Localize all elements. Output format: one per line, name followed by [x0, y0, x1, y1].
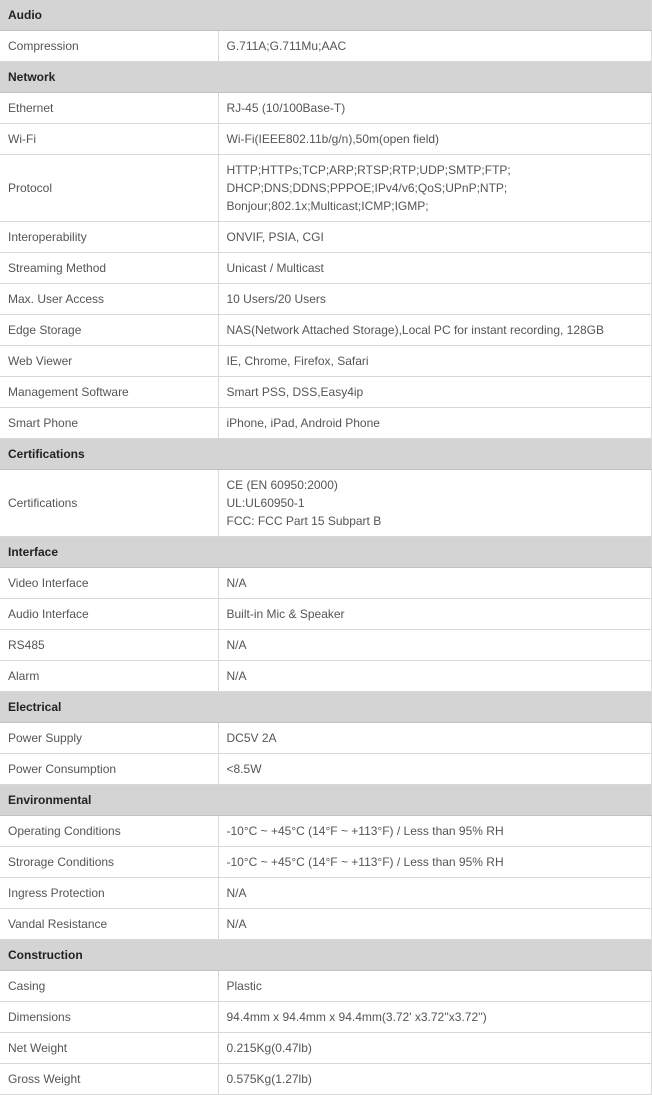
section-title: Interface: [0, 537, 652, 568]
table-row: Wi-FiWi-Fi(IEEE802.11b/g/n),50m(open fie…: [0, 124, 652, 155]
spec-value: 0.575Kg(1.27lb): [218, 1064, 652, 1095]
table-row: EthernetRJ-45 (10/100Base-T): [0, 93, 652, 124]
spec-value: N/A: [218, 661, 652, 692]
spec-value: RJ-45 (10/100Base-T): [218, 93, 652, 124]
table-row: Net Weight0.215Kg(0.47lb): [0, 1033, 652, 1064]
spec-value: -10°C ~ +45°C (14°F ~ +113°F) / Less tha…: [218, 847, 652, 878]
spec-label: Web Viewer: [0, 346, 218, 377]
spec-value: Unicast / Multicast: [218, 253, 652, 284]
section-title: Network: [0, 62, 652, 93]
section-header: Interface: [0, 537, 652, 568]
section-header: Audio: [0, 0, 652, 31]
table-row: Streaming MethodUnicast / Multicast: [0, 253, 652, 284]
spec-label: Interoperability: [0, 222, 218, 253]
section-title: Audio: [0, 0, 652, 31]
spec-value: ONVIF, PSIA, CGI: [218, 222, 652, 253]
spec-value: 10 Users/20 Users: [218, 284, 652, 315]
table-row: Dimensions94.4mm x 94.4mm x 94.4mm(3.72'…: [0, 1002, 652, 1033]
spec-label: Management Software: [0, 377, 218, 408]
spec-value: -10°C ~ +45°C (14°F ~ +113°F) / Less tha…: [218, 816, 652, 847]
table-row: RS485N/A: [0, 630, 652, 661]
table-row: ProtocolHTTP;HTTPs;TCP;ARP;RTSP;RTP;UDP;…: [0, 155, 652, 222]
spec-value: Built-in Mic & Speaker: [218, 599, 652, 630]
table-row: Web ViewerIE, Chrome, Firefox, Safari: [0, 346, 652, 377]
spec-table-body: AudioCompressionG.711A;G.711Mu;AACNetwor…: [0, 0, 652, 1095]
spec-label: Power Supply: [0, 723, 218, 754]
spec-label: Strorage Conditions: [0, 847, 218, 878]
table-row: Management SoftwareSmart PSS, DSS,Easy4i…: [0, 377, 652, 408]
section-header: Certifications: [0, 439, 652, 470]
table-row: CompressionG.711A;G.711Mu;AAC: [0, 31, 652, 62]
table-row: Strorage Conditions-10°C ~ +45°C (14°F ~…: [0, 847, 652, 878]
table-row: Ingress ProtectionN/A: [0, 878, 652, 909]
section-header: Network: [0, 62, 652, 93]
spec-value: HTTP;HTTPs;TCP;ARP;RTSP;RTP;UDP;SMTP;FTP…: [218, 155, 652, 222]
table-row: CertificationsCE (EN 60950:2000) UL:UL60…: [0, 470, 652, 537]
spec-label: Net Weight: [0, 1033, 218, 1064]
section-title: Certifications: [0, 439, 652, 470]
spec-value: Smart PSS, DSS,Easy4ip: [218, 377, 652, 408]
table-row: Vandal ResistanceN/A: [0, 909, 652, 940]
spec-label: Dimensions: [0, 1002, 218, 1033]
spec-value: Plastic: [218, 971, 652, 1002]
spec-label: Operating Conditions: [0, 816, 218, 847]
spec-label: Ingress Protection: [0, 878, 218, 909]
spec-label: Vandal Resistance: [0, 909, 218, 940]
table-row: Operating Conditions-10°C ~ +45°C (14°F …: [0, 816, 652, 847]
spec-label: Max. User Access: [0, 284, 218, 315]
table-row: Power SupplyDC5V 2A: [0, 723, 652, 754]
spec-value: <8.5W: [218, 754, 652, 785]
spec-label: Protocol: [0, 155, 218, 222]
spec-label: Casing: [0, 971, 218, 1002]
section-title: Environmental: [0, 785, 652, 816]
table-row: InteroperabilityONVIF, PSIA, CGI: [0, 222, 652, 253]
spec-label: Gross Weight: [0, 1064, 218, 1095]
spec-label: Streaming Method: [0, 253, 218, 284]
spec-value: N/A: [218, 568, 652, 599]
spec-label: Audio Interface: [0, 599, 218, 630]
table-row: Video InterfaceN/A: [0, 568, 652, 599]
spec-value: N/A: [218, 630, 652, 661]
spec-value: Wi-Fi(IEEE802.11b/g/n),50m(open field): [218, 124, 652, 155]
section-title: Electrical: [0, 692, 652, 723]
spec-label: Wi-Fi: [0, 124, 218, 155]
spec-value: CE (EN 60950:2000) UL:UL60950-1 FCC: FCC…: [218, 470, 652, 537]
table-row: Smart PhoneiPhone, iPad, Android Phone: [0, 408, 652, 439]
spec-label: Ethernet: [0, 93, 218, 124]
table-row: AlarmN/A: [0, 661, 652, 692]
table-row: Edge StorageNAS(Network Attached Storage…: [0, 315, 652, 346]
spec-value: IE, Chrome, Firefox, Safari: [218, 346, 652, 377]
section-header: Electrical: [0, 692, 652, 723]
spec-label: Certifications: [0, 470, 218, 537]
spec-value: NAS(Network Attached Storage),Local PC f…: [218, 315, 652, 346]
spec-value: N/A: [218, 909, 652, 940]
table-row: Power Consumption<8.5W: [0, 754, 652, 785]
spec-value: G.711A;G.711Mu;AAC: [218, 31, 652, 62]
table-row: CasingPlastic: [0, 971, 652, 1002]
spec-label: Video Interface: [0, 568, 218, 599]
spec-value: N/A: [218, 878, 652, 909]
section-header: Environmental: [0, 785, 652, 816]
spec-label: Smart Phone: [0, 408, 218, 439]
spec-label: Compression: [0, 31, 218, 62]
table-row: Gross Weight0.575Kg(1.27lb): [0, 1064, 652, 1095]
spec-value: DC5V 2A: [218, 723, 652, 754]
spec-label: Edge Storage: [0, 315, 218, 346]
section-header: Construction: [0, 940, 652, 971]
spec-value: 0.215Kg(0.47lb): [218, 1033, 652, 1064]
spec-label: Alarm: [0, 661, 218, 692]
spec-table: AudioCompressionG.711A;G.711Mu;AACNetwor…: [0, 0, 652, 1095]
section-title: Construction: [0, 940, 652, 971]
table-row: Audio InterfaceBuilt-in Mic & Speaker: [0, 599, 652, 630]
spec-label: Power Consumption: [0, 754, 218, 785]
spec-value: iPhone, iPad, Android Phone: [218, 408, 652, 439]
spec-label: RS485: [0, 630, 218, 661]
spec-value: 94.4mm x 94.4mm x 94.4mm(3.72' x3.72''x3…: [218, 1002, 652, 1033]
table-row: Max. User Access10 Users/20 Users: [0, 284, 652, 315]
